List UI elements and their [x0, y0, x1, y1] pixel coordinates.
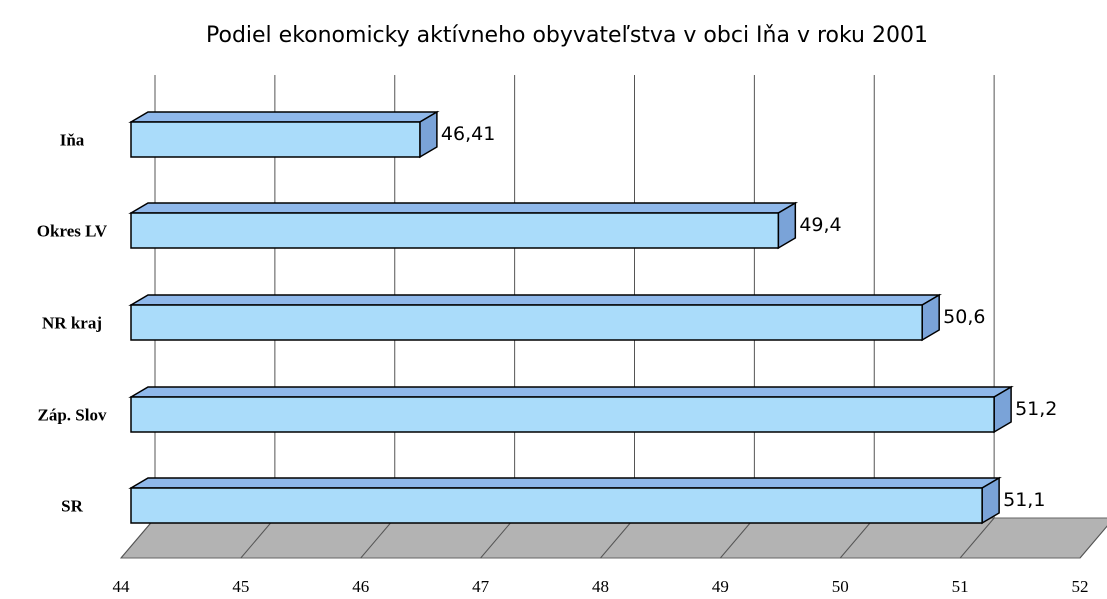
category-label: SR — [61, 496, 83, 515]
bar — [128, 476, 1002, 525]
bar-top — [128, 111, 440, 123]
value-label: 46,41 — [441, 123, 495, 145]
floor-line — [600, 517, 635, 559]
x-tick-label: 51 — [952, 577, 969, 596]
category-label: Iňa — [60, 130, 85, 149]
bar-top — [128, 294, 942, 306]
bar-front — [130, 212, 780, 249]
category-label: NR kraj — [42, 313, 102, 332]
value-label: 51,1 — [1003, 489, 1045, 511]
floor-line — [360, 517, 396, 559]
floor-line — [719, 517, 755, 559]
category-label: Okres LV — [37, 221, 108, 240]
x-tick-label: 47 — [472, 577, 490, 596]
x-tick-label: 48 — [592, 577, 609, 596]
bar — [128, 201, 799, 250]
x-tick-label: 50 — [832, 577, 849, 596]
bar-front — [130, 396, 995, 433]
bar-front — [130, 121, 421, 158]
value-label: 51,2 — [1015, 398, 1057, 420]
bar-top — [128, 386, 1014, 398]
floor-line — [120, 517, 156, 559]
bar-top — [128, 202, 799, 214]
bar-front — [130, 304, 923, 341]
value-label: 50,6 — [943, 306, 985, 328]
value-label: 49,4 — [799, 214, 841, 236]
category-label: Záp. Slov — [38, 405, 107, 424]
bar — [128, 110, 440, 159]
bar-front — [130, 487, 983, 524]
x-tick-label: 46 — [352, 577, 369, 596]
floor-line — [1079, 525, 1107, 559]
x-tick-label: 49 — [712, 577, 729, 596]
x-tick-label: 52 — [1072, 577, 1089, 596]
floor-line — [959, 517, 995, 559]
floor-line — [480, 517, 516, 559]
x-tick-label: 45 — [232, 577, 249, 596]
floor-line — [240, 517, 276, 559]
chart-title: Podiel ekonomicky aktívneho obyvateľstva… — [206, 23, 928, 48]
bar-top — [128, 477, 1002, 489]
x-tick-label: 44 — [113, 577, 131, 596]
bar — [128, 293, 942, 342]
bar — [128, 385, 1014, 434]
floor — [119, 517, 1107, 559]
floor-line — [839, 517, 875, 559]
